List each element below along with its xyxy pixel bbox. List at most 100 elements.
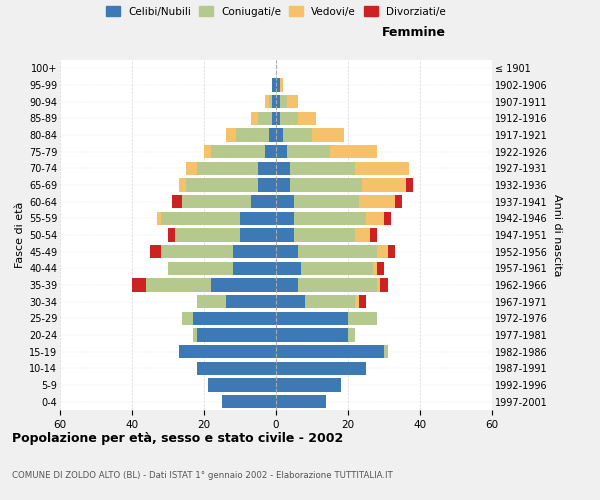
- Bar: [276, 245, 298, 258]
- Bar: [276, 212, 294, 225]
- Bar: [280, 78, 283, 92]
- Bar: [276, 395, 326, 408]
- Bar: [197, 162, 258, 175]
- Bar: [258, 162, 276, 175]
- Bar: [377, 278, 380, 291]
- Bar: [146, 278, 211, 291]
- Bar: [294, 212, 366, 225]
- Y-axis label: Fasce di età: Fasce di età: [14, 202, 25, 268]
- Bar: [298, 278, 377, 291]
- Bar: [226, 295, 276, 308]
- Bar: [240, 228, 276, 241]
- Bar: [355, 228, 370, 241]
- Bar: [179, 178, 186, 192]
- Bar: [359, 195, 395, 208]
- Bar: [298, 112, 316, 125]
- Bar: [330, 145, 377, 158]
- Bar: [287, 95, 298, 108]
- Bar: [236, 128, 269, 141]
- Bar: [197, 362, 276, 375]
- Bar: [168, 228, 175, 241]
- Bar: [172, 195, 182, 208]
- Bar: [380, 278, 388, 291]
- Bar: [222, 395, 276, 408]
- Bar: [276, 295, 305, 308]
- Bar: [272, 112, 276, 125]
- Bar: [197, 295, 226, 308]
- Bar: [276, 378, 341, 392]
- Bar: [362, 178, 406, 192]
- Bar: [211, 278, 276, 291]
- Bar: [305, 295, 355, 308]
- Bar: [384, 212, 391, 225]
- Bar: [265, 145, 276, 158]
- Bar: [204, 145, 211, 158]
- Bar: [355, 162, 409, 175]
- Bar: [290, 162, 355, 175]
- Bar: [395, 195, 402, 208]
- Bar: [265, 95, 269, 108]
- Bar: [276, 312, 348, 325]
- Bar: [388, 245, 395, 258]
- Bar: [233, 262, 276, 275]
- Bar: [251, 112, 258, 125]
- Bar: [258, 112, 272, 125]
- Bar: [276, 112, 280, 125]
- Bar: [384, 345, 388, 358]
- Bar: [370, 228, 377, 241]
- Bar: [240, 212, 276, 225]
- Text: COMUNE DI ZOLDO ALTO (BL) - Dati ISTAT 1° gennaio 2002 - Elaborazione TUTTITALIA: COMUNE DI ZOLDO ALTO (BL) - Dati ISTAT 1…: [12, 471, 393, 480]
- Bar: [276, 262, 301, 275]
- Legend: Celibi/Nubili, Coniugati/e, Vedovi/e, Divorziati/e: Celibi/Nubili, Coniugati/e, Vedovi/e, Di…: [102, 2, 450, 21]
- Bar: [406, 178, 413, 192]
- Bar: [276, 162, 290, 175]
- Bar: [208, 378, 276, 392]
- Text: Femmine: Femmine: [382, 26, 446, 39]
- Bar: [233, 245, 276, 258]
- Bar: [359, 295, 366, 308]
- Bar: [150, 245, 161, 258]
- Bar: [373, 262, 377, 275]
- Bar: [348, 328, 355, 342]
- Bar: [276, 178, 290, 192]
- Text: Popolazione per età, sesso e stato civile - 2002: Popolazione per età, sesso e stato civil…: [12, 432, 343, 445]
- Bar: [193, 312, 276, 325]
- Bar: [161, 245, 233, 258]
- Bar: [298, 245, 377, 258]
- Bar: [377, 245, 388, 258]
- Bar: [280, 95, 287, 108]
- Bar: [251, 195, 276, 208]
- Bar: [175, 228, 240, 241]
- Bar: [258, 178, 276, 192]
- Bar: [193, 328, 197, 342]
- Y-axis label: Anni di nascita: Anni di nascita: [551, 194, 562, 276]
- Bar: [269, 128, 276, 141]
- Bar: [312, 128, 344, 141]
- Bar: [161, 212, 240, 225]
- Bar: [276, 278, 298, 291]
- Bar: [283, 128, 312, 141]
- Bar: [157, 212, 161, 225]
- Bar: [186, 162, 197, 175]
- Bar: [276, 195, 294, 208]
- Bar: [301, 262, 373, 275]
- Bar: [211, 145, 265, 158]
- Bar: [377, 262, 384, 275]
- Bar: [226, 128, 236, 141]
- Bar: [182, 312, 193, 325]
- Bar: [272, 95, 276, 108]
- Bar: [276, 345, 384, 358]
- Bar: [276, 95, 280, 108]
- Bar: [269, 95, 272, 108]
- Bar: [132, 278, 146, 291]
- Bar: [182, 195, 251, 208]
- Bar: [290, 178, 362, 192]
- Bar: [355, 295, 359, 308]
- Bar: [186, 178, 258, 192]
- Bar: [366, 212, 384, 225]
- Bar: [287, 145, 330, 158]
- Bar: [179, 345, 276, 358]
- Bar: [168, 262, 233, 275]
- Bar: [276, 128, 283, 141]
- Bar: [280, 112, 298, 125]
